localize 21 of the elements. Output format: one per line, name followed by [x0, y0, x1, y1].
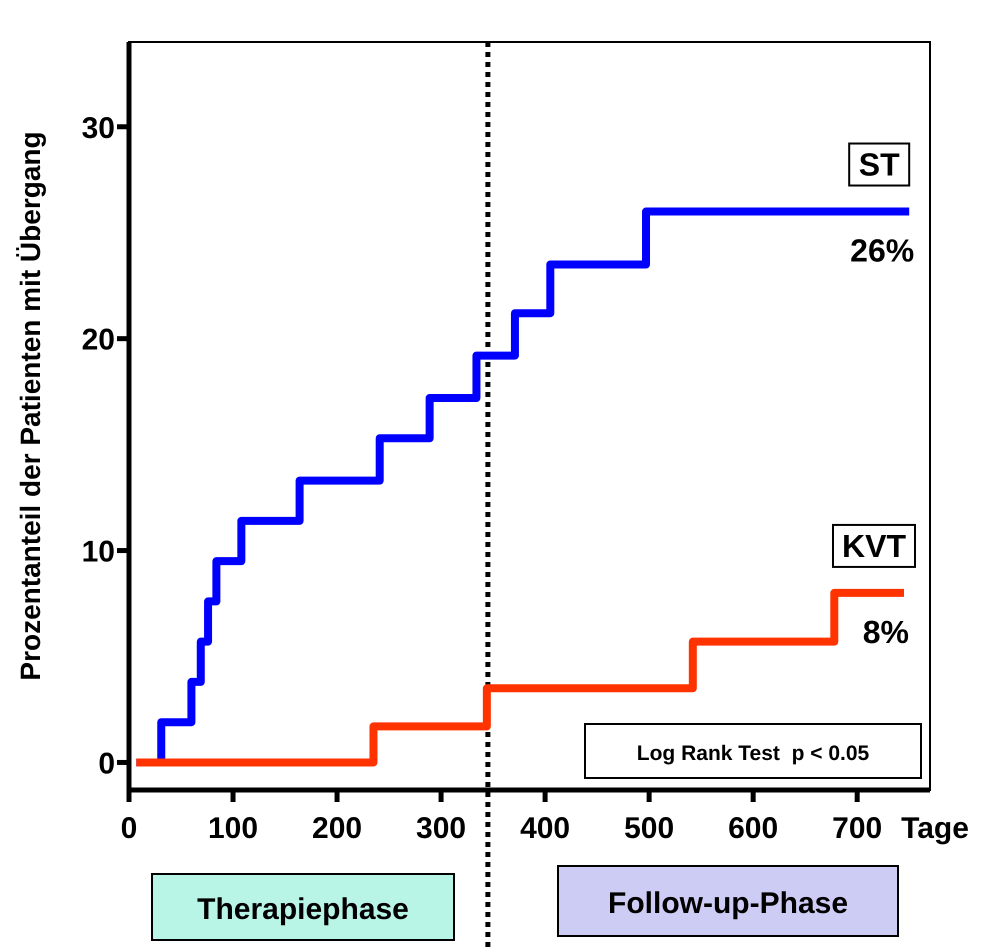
x-tick-label: 700: [832, 812, 882, 845]
text: Follow-up-Phase: [608, 887, 848, 920]
y-tick-label: 10: [82, 536, 115, 569]
x-tick-label: 500: [624, 812, 674, 845]
text: Therapiephase: [197, 893, 409, 926]
y-tick-label: 20: [82, 324, 115, 357]
x-tick-label: 0: [120, 812, 138, 845]
x-axis-title: Tage: [901, 812, 969, 845]
y-tick-label: 0: [98, 747, 115, 780]
x-tick-label: 100: [208, 812, 258, 845]
x-tick-label: 600: [728, 812, 778, 845]
annotation: 26%: [850, 232, 914, 269]
x-tick-label: 400: [520, 812, 570, 845]
series-label: KVT: [842, 528, 906, 564]
x-tick-label: 300: [416, 812, 466, 845]
series-label: ST: [858, 146, 900, 183]
annotation: Log Rank Test p < 0.05: [636, 742, 870, 765]
y-axis-title: Prozentanteil der Patienten mit Übergang: [15, 131, 46, 681]
y-tick-label: 30: [82, 112, 115, 145]
annotation: 8%: [862, 614, 909, 650]
x-tick-label: 200: [312, 812, 362, 845]
